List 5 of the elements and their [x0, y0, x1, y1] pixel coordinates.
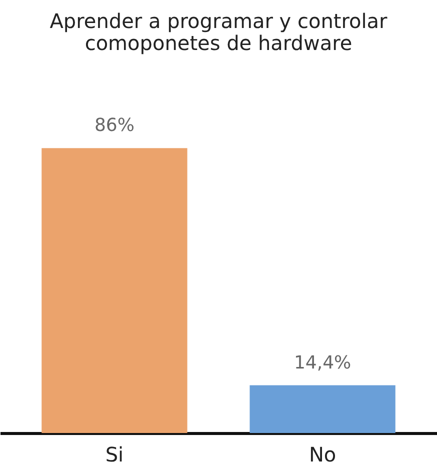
data-label: 86% [94, 115, 134, 136]
chart-title: Aprender a programar y controlar comoponetes de hardware [50, 9, 388, 55]
x-tick-label: Si [105, 442, 124, 466]
data-label: 14,4% [294, 352, 352, 374]
x-tick-label: No [308, 442, 336, 466]
